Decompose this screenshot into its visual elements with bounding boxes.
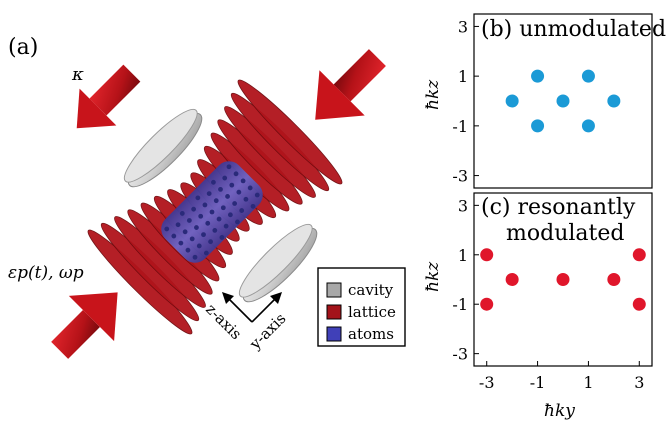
y-tick-label: -3 — [452, 345, 468, 364]
z-axis-label: z-axis — [202, 300, 245, 343]
pump-label: εp(t), ωp — [8, 263, 84, 283]
data-point — [531, 69, 545, 83]
data-point — [581, 69, 595, 83]
data-point — [505, 273, 519, 286]
data-point — [581, 119, 595, 133]
y-axis-label: y-axis — [245, 309, 289, 353]
y-tick-label: -3 — [452, 167, 468, 186]
panel-c-xticks: -3 -1 1 3 — [479, 361, 644, 392]
data-point — [480, 297, 494, 311]
panel-b-title: (b) unmodulated — [481, 17, 666, 42]
panel-b-yticks: 3 1 -1 -3 — [452, 17, 479, 186]
atoms-icon — [161, 161, 263, 263]
panel-c: (c) resonantly modulated ħkz ħky 31-1-3 … — [423, 192, 653, 421]
cavity-mirror-top-icon — [123, 108, 203, 188]
y-tick-label: -1 — [452, 117, 468, 136]
x-tick-label: -3 — [479, 373, 495, 392]
panel-b-ylabel: ħkz — [423, 79, 443, 110]
x-tick-label: -1 — [530, 373, 546, 392]
panel-c-title-line1: (c) resonantly — [481, 195, 636, 220]
y-tick-label: 1 — [458, 246, 468, 265]
legend-item-lattice: lattice — [326, 303, 396, 321]
data-point — [556, 273, 570, 286]
pump-arrow-top-icon — [315, 49, 386, 120]
cavity-mirror-bottom-icon — [238, 223, 318, 303]
data-point — [556, 94, 570, 108]
legend-label-atoms: atoms — [348, 325, 394, 343]
panel-c-points — [480, 248, 646, 311]
y-tick-label: -1 — [452, 295, 468, 314]
legend-label-cavity: cavity — [348, 281, 394, 299]
panel-c-yticks: 3 1 -1 -3 — [452, 196, 479, 364]
data-point — [505, 94, 519, 108]
legend-item-atoms: atoms — [326, 325, 394, 343]
panel-c-frame — [473, 192, 653, 367]
panel-c-title-line2: modulated — [506, 221, 624, 246]
panel-a: (a) κ εp(t), ωp — [8, 35, 406, 359]
panel-c-ylabel: ħkz — [423, 261, 443, 292]
x-tick-label: 1 — [583, 373, 593, 392]
panel-b-frame — [473, 13, 653, 189]
kappa-label: κ — [71, 64, 84, 85]
legend: cavity lattice atoms — [317, 267, 406, 347]
panel-c-xlabel: ħky — [544, 401, 575, 421]
data-point — [607, 94, 621, 108]
x-tick-label: 3 — [634, 373, 644, 392]
kappa-arrow-icon — [76, 64, 141, 129]
data-point — [607, 273, 621, 286]
data-point — [632, 248, 646, 262]
panel-b-points — [505, 69, 621, 133]
panel-a-label: (a) — [8, 35, 38, 60]
data-point — [531, 119, 545, 133]
legend-label-lattice: lattice — [348, 303, 396, 321]
legend-item-cavity: cavity — [326, 281, 394, 299]
data-point — [480, 248, 494, 262]
y-tick-label: 3 — [458, 196, 468, 215]
data-point — [632, 297, 646, 311]
pump-arrow-bottom-icon — [51, 292, 118, 359]
panel-b: (b) unmodulated ħkz 3 1 -1 -3 — [423, 13, 666, 189]
y-tick-label: 1 — [458, 67, 468, 86]
y-tick-label: 3 — [458, 17, 468, 36]
